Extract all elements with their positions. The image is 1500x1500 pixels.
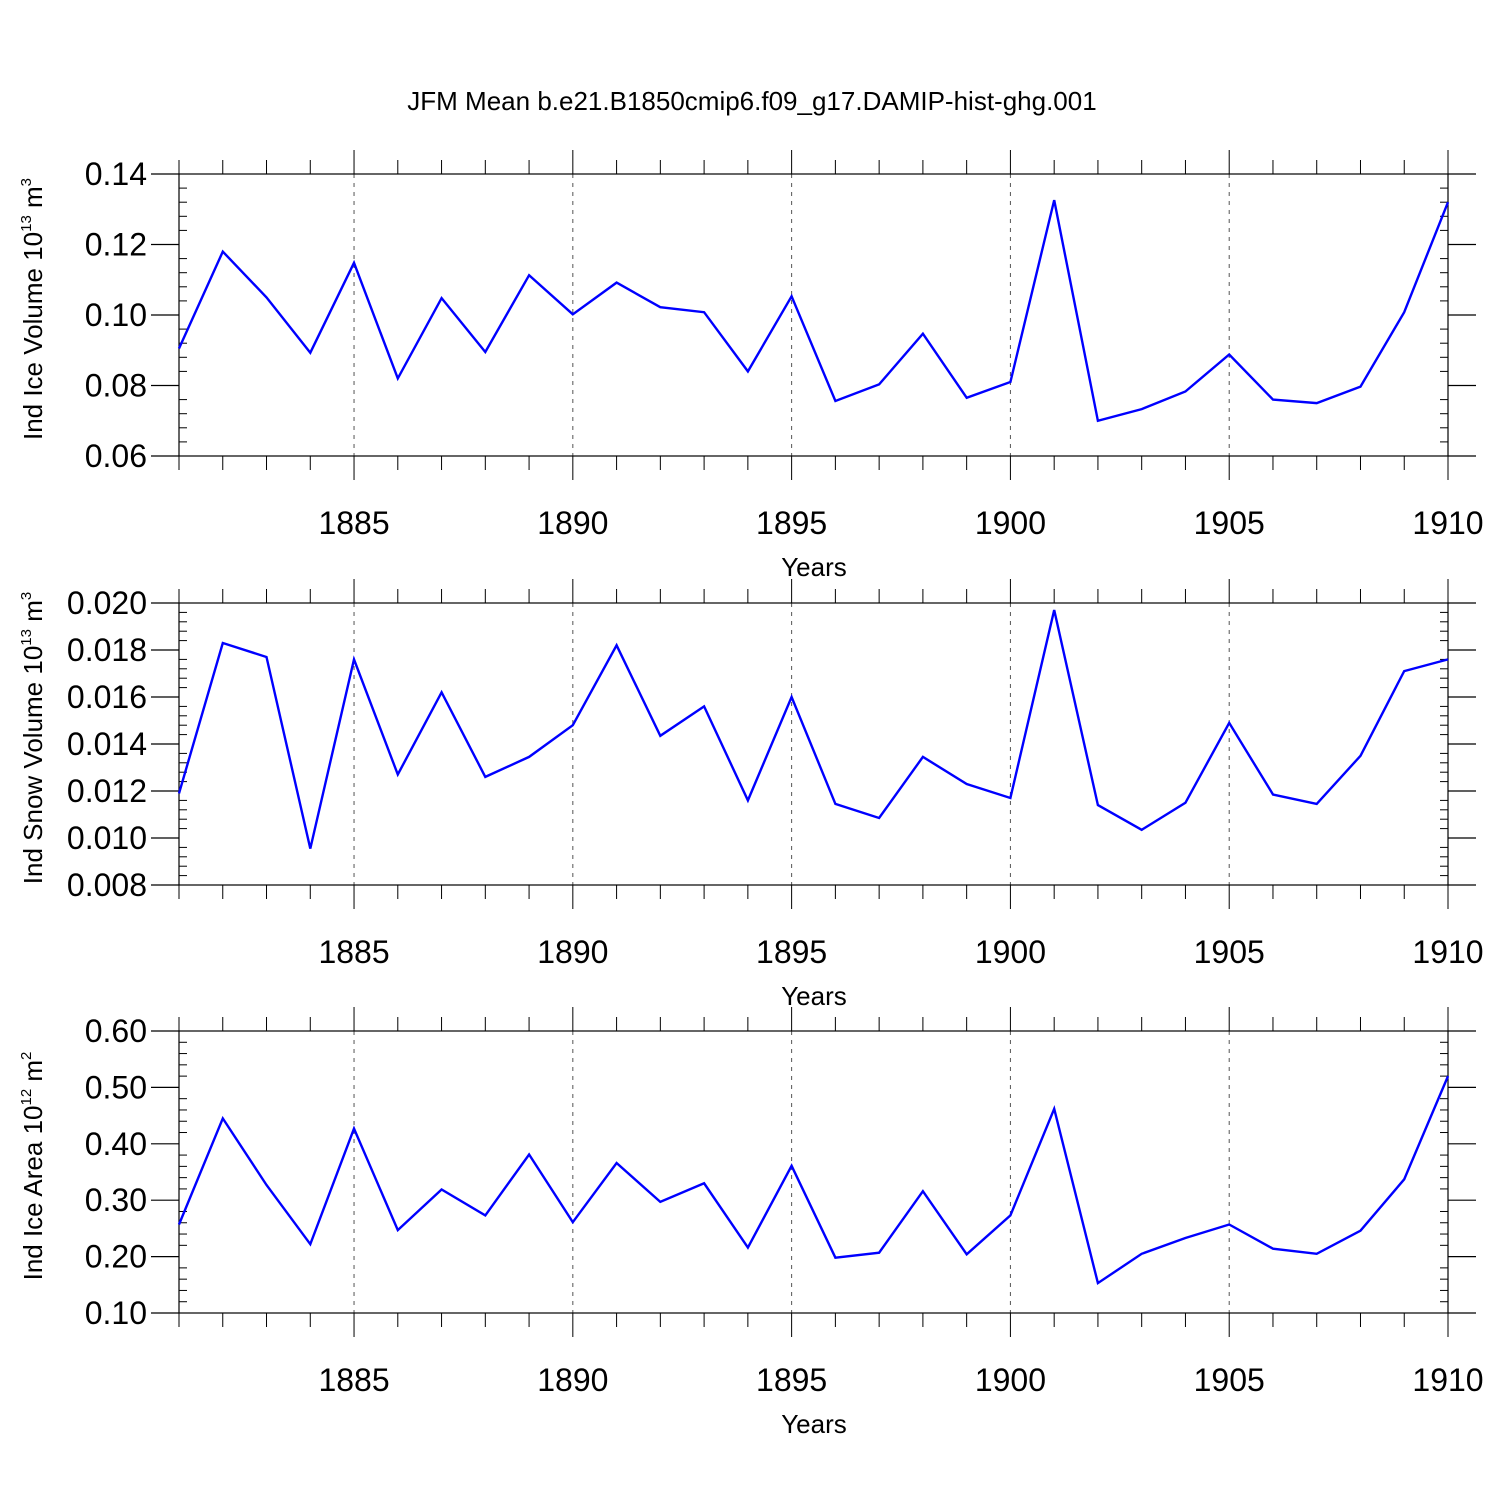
y-axis-label-text: Ind Ice Area 10 bbox=[18, 1106, 48, 1281]
x-tick-label: 1895 bbox=[756, 1362, 827, 1398]
y-axis-label-superscript: 3 bbox=[18, 178, 35, 186]
y-axis-label-text: m bbox=[18, 600, 48, 629]
x-tick-label: 1905 bbox=[1194, 505, 1265, 541]
x-axis-label: Years bbox=[781, 981, 847, 1011]
x-tick-label: 1910 bbox=[1412, 934, 1483, 970]
x-tick-label: 1885 bbox=[318, 1362, 389, 1398]
y-tick-label: 0.10 bbox=[85, 1295, 147, 1331]
y-tick-label: 0.10 bbox=[85, 297, 147, 333]
y-axis-label-text: m bbox=[18, 1060, 48, 1089]
y-tick-label: 0.60 bbox=[85, 1013, 147, 1049]
y-tick-label: 0.06 bbox=[85, 438, 147, 474]
y-axis-label: Ind Snow Volume 1013 m3 bbox=[18, 592, 48, 884]
x-tick-label: 1890 bbox=[537, 505, 608, 541]
x-tick-label: 1885 bbox=[318, 505, 389, 541]
plot-frame bbox=[178, 1030, 1449, 1314]
x-tick-label: 1905 bbox=[1194, 1362, 1265, 1398]
x-tick-label: 1890 bbox=[537, 934, 608, 970]
y-tick-label: 0.08 bbox=[85, 368, 147, 404]
y-tick-label: 0.50 bbox=[85, 1069, 147, 1105]
y-tick-label: 0.018 bbox=[67, 632, 147, 668]
y-tick-label: 0.30 bbox=[85, 1182, 147, 1218]
y-tick-label: 0.14 bbox=[85, 156, 147, 192]
y-tick-label: 0.20 bbox=[85, 1239, 147, 1275]
x-tick-label: 1885 bbox=[318, 934, 389, 970]
panel-1: 0.06 0.08 0.10 0.12 0.14 1885 1890 1895 1900 1905… bbox=[18, 150, 1484, 582]
y-axis-label-superscript: 3 bbox=[18, 592, 35, 600]
panels: 0.06 0.08 0.10 0.12 0.14 1885 1890 1895 1900 1905… bbox=[18, 150, 1484, 1439]
x-tick-label: 1895 bbox=[756, 934, 827, 970]
series-line bbox=[177, 199, 1450, 423]
y-axis-label: Ind Ice Volume 1013 m3 bbox=[18, 178, 48, 440]
y-axis-label: Ind Ice Area 1012 m2 bbox=[18, 1052, 48, 1281]
x-tick-label: 1900 bbox=[975, 1362, 1046, 1398]
y-axis-label-superscript: 13 bbox=[18, 629, 35, 646]
y-axis-label-superscript: 12 bbox=[18, 1089, 35, 1106]
x-axis-label: Years bbox=[781, 1409, 847, 1439]
x-tick-label: 1910 bbox=[1412, 505, 1483, 541]
plot-frame bbox=[178, 602, 1449, 886]
x-tick-label: 1905 bbox=[1194, 934, 1265, 970]
series-line bbox=[177, 609, 1449, 849]
x-tick-label: 1900 bbox=[975, 505, 1046, 541]
y-tick-label: 0.008 bbox=[67, 867, 147, 903]
y-tick-label: 0.012 bbox=[67, 773, 147, 809]
y-axis-label-text: Ind Snow Volume 10 bbox=[18, 646, 48, 885]
panel-2: 0.008 0.010 0.012 0.014 0.016 0.018 0.020 1885 1… bbox=[18, 579, 1484, 1011]
y-tick-label: 0.014 bbox=[67, 726, 147, 762]
series-line bbox=[177, 1075, 1450, 1286]
plot-frame bbox=[178, 173, 1449, 457]
y-tick-label: 0.016 bbox=[67, 679, 147, 715]
y-axis-label-superscript: 2 bbox=[18, 1052, 35, 1060]
x-axis-label: Years bbox=[781, 552, 847, 582]
x-tick-label: 1900 bbox=[975, 934, 1046, 970]
y-axis-label-text: m bbox=[18, 186, 48, 215]
x-tick-label: 1890 bbox=[537, 1362, 608, 1398]
y-tick-label: 0.40 bbox=[85, 1126, 147, 1162]
y-axis-label-superscript: 13 bbox=[18, 215, 35, 232]
chart-title: JFM Mean b.e21.B1850cmip6.f09_g17.DAMIP-… bbox=[407, 86, 1096, 116]
x-tick-label: 1895 bbox=[756, 505, 827, 541]
panel-3: 0.10 0.20 0.30 0.40 0.50 0.60 1885 1890 1895 1900… bbox=[18, 1007, 1484, 1439]
y-tick-label: 0.010 bbox=[67, 820, 147, 856]
x-tick-label: 1910 bbox=[1412, 1362, 1483, 1398]
y-tick-label: 0.020 bbox=[67, 585, 147, 621]
y-axis-label-text: Ind Ice Volume 10 bbox=[18, 232, 48, 440]
y-tick-label: 0.12 bbox=[85, 227, 147, 263]
